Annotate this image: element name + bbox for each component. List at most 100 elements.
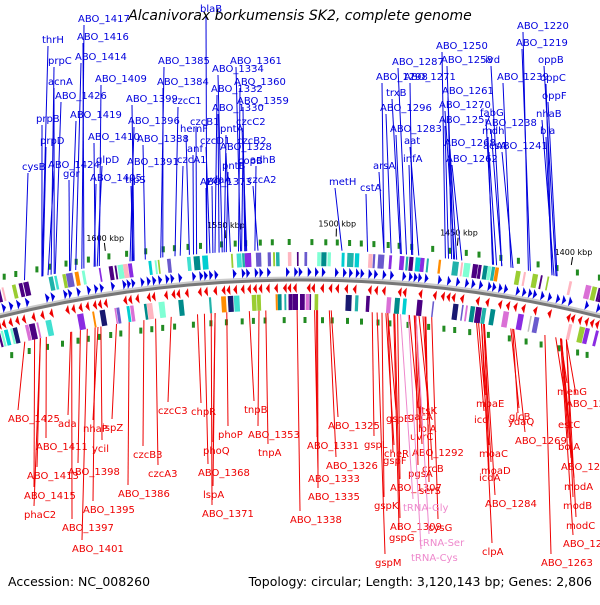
reverse-gene-label: ABO_1353: [248, 430, 300, 441]
forward-gene-label: arsA: [373, 161, 395, 172]
reverse-gene-label: ycil: [92, 444, 109, 455]
forward-gene-label: czcC1: [172, 96, 202, 107]
reverse-gene-arrow: [353, 284, 357, 294]
forward-gene-arrow: [596, 303, 600, 313]
forward-cog-box: [187, 257, 192, 271]
reverse-gene-label: ABO_1325: [328, 421, 380, 432]
reverse-cog-box: [158, 302, 166, 319]
reverse-gene-arrow: [476, 296, 480, 306]
forward-gene-label: ABO_1426: [55, 91, 107, 102]
reverse-gene-arrow: [198, 287, 202, 297]
reverse-gene-label: ada: [58, 419, 77, 430]
forward-marker: [310, 239, 313, 245]
forward-cog-box: [405, 257, 408, 271]
forward-gene-arrow: [438, 275, 442, 285]
topology-label: Topology: circular; Length: 3,120,143 bp…: [249, 574, 592, 589]
reverse-gene-arrow: [171, 289, 175, 299]
forward-gene-arrow: [492, 282, 497, 292]
forward-gene-line: [212, 186, 213, 253]
forward-gene-arrow: [409, 272, 413, 282]
forward-gene-label: bla: [540, 126, 555, 137]
reverse-gene-arrow: [398, 287, 402, 297]
scale-label: 1500 kbp: [318, 220, 356, 229]
reverse-gene-line: [34, 340, 35, 488]
reverse-marker: [468, 329, 471, 335]
forward-gene-arrow: [374, 269, 378, 279]
reverse-gene-label: cysG: [428, 523, 452, 534]
reverse-gene-label: tnpA: [258, 448, 282, 459]
reverse-cog-box: [416, 300, 423, 317]
reverse-gene-line: [477, 323, 484, 411]
forward-gene-arrow: [294, 267, 298, 277]
reverse-gene-label: ABO_1263: [541, 558, 593, 569]
reverse-cog-box: [501, 311, 509, 328]
forward-marker: [125, 251, 128, 257]
reverse-gene-arrow: [566, 313, 571, 323]
forward-gene-line: [71, 121, 76, 271]
reverse-marker: [304, 317, 307, 323]
forward-cog-box: [567, 281, 573, 295]
reverse-gene-arrow: [104, 298, 108, 308]
forward-gene-arrow: [308, 267, 312, 277]
reverse-marker: [427, 324, 430, 330]
forward-cog-box: [377, 254, 384, 268]
forward-cog-box: [242, 253, 245, 267]
forward-marker: [199, 243, 202, 249]
reverse-cog-box: [293, 294, 298, 310]
reverse-cog-box: [464, 305, 468, 321]
forward-gene-arrow: [255, 268, 259, 278]
reverse-gene-arrow: [227, 285, 231, 295]
reverse-gene-arrow: [32, 312, 37, 322]
forward-gene-arrow: [556, 294, 561, 304]
accession-label: Accession: NC_008260: [8, 574, 150, 589]
reverse-gene-line: [372, 312, 374, 436]
reverse-gene-arrow: [241, 284, 245, 294]
reverse-gene-line: [68, 332, 71, 415]
forward-cog-box: [167, 259, 172, 273]
reverse-marker: [525, 339, 528, 345]
forward-gene-arrow: [356, 268, 360, 278]
reverse-gene-label: ispZ: [102, 423, 123, 434]
reverse-gene-arrow: [374, 286, 378, 296]
forward-gene-arrow: [158, 275, 162, 285]
reverse-cog-box: [45, 320, 54, 337]
reverse-gene-arrow: [506, 301, 511, 311]
reverse-cog-box: [355, 295, 359, 311]
forward-cog-box: [408, 257, 413, 271]
forward-marker: [372, 241, 375, 247]
forward-gene-arrow: [233, 269, 237, 279]
forward-gene-label: ABO_1328: [220, 142, 272, 153]
reverse-gene-arrow: [590, 319, 595, 329]
reverse-gene-label: phoP: [218, 430, 243, 441]
reverse-gene-arrow: [498, 300, 503, 310]
forward-marker: [234, 241, 237, 247]
forward-gene-arrow: [487, 281, 491, 291]
forward-gene-arrow: [1, 303, 6, 313]
forward-gene-label: gor: [63, 169, 80, 180]
forward-gene-label: ABO_1388: [137, 134, 189, 145]
reverse-marker: [252, 318, 255, 324]
forward-gene-label: aat: [404, 136, 420, 147]
reverse-gene-label: ABO_1398: [68, 467, 120, 478]
reverse-marker: [119, 331, 122, 337]
reverse-gene-label: chpR: [191, 407, 216, 418]
forward-cog-box: [321, 252, 326, 266]
reverse-gene-line: [204, 314, 208, 464]
forward-cog-box: [317, 252, 321, 266]
forward-cog-box: [372, 254, 375, 268]
scale-label: 1600 kbp: [86, 234, 124, 243]
forward-gene-arrow: [122, 280, 126, 290]
forward-gene-arrow: [152, 276, 156, 286]
forward-cog-box: [276, 252, 280, 266]
reverse-gene-label: bolA: [558, 442, 580, 453]
reverse-gene-label: ABO_1371: [202, 509, 254, 520]
forward-gene-label: ABO_1396: [128, 116, 180, 127]
reverse-gene-line: [249, 311, 254, 401]
reverse-marker: [61, 341, 64, 347]
forward-gene-label: czcA1: [177, 155, 206, 166]
reverse-marker: [10, 352, 13, 358]
forward-gene-arrow: [246, 268, 250, 278]
forward-gene-arrow: [68, 289, 73, 299]
reverse-gene-arrow: [185, 288, 189, 298]
forward-gene-line: [55, 102, 61, 274]
